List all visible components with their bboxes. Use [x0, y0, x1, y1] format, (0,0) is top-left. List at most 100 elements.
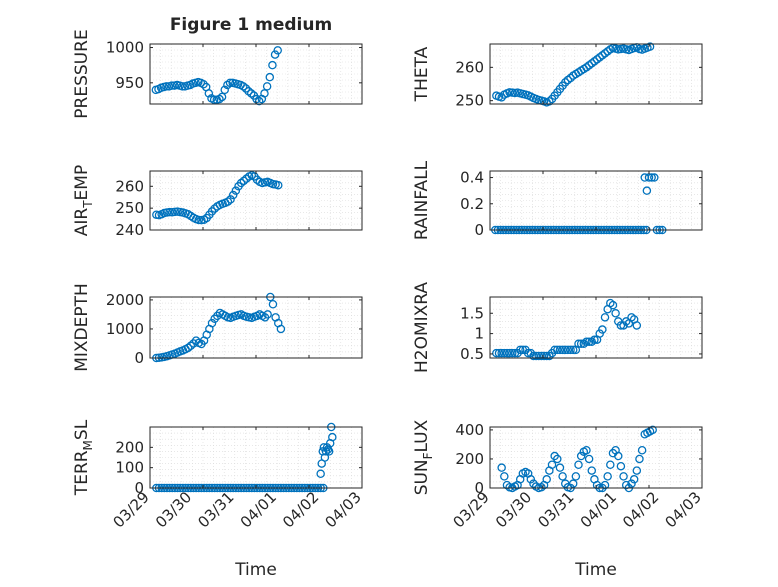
data-point: [167, 81, 176, 90]
data-point: [276, 324, 286, 334]
data-point: [606, 460, 615, 470]
data-point: [534, 351, 544, 361]
grid-theta: [490, 44, 702, 104]
data-point: [608, 300, 618, 310]
data-point: [241, 84, 251, 93]
series-air_temp: [152, 171, 283, 225]
data-point: [217, 92, 227, 102]
subplot-air_temp: 240 250 260 AIRTEMP: [72, 165, 363, 239]
data-point: [231, 186, 241, 195]
data-point: [584, 337, 594, 346]
data-point: [568, 345, 578, 355]
data-point: [500, 472, 509, 481]
y-tick-label: 0: [474, 221, 484, 239]
y-axis-label: TERRMSL: [72, 419, 95, 496]
data-point: [260, 89, 269, 98]
data-point: [500, 348, 509, 358]
data-point: [555, 463, 565, 472]
data-point: [268, 60, 277, 70]
data-point: [561, 78, 570, 87]
y-tick-label: 0.5: [460, 345, 484, 363]
data-point: [574, 339, 583, 349]
series-pressure: [151, 46, 282, 106]
data-point: [268, 300, 278, 309]
data-point: [321, 447, 331, 456]
data-point: [529, 351, 538, 361]
data-point: [600, 313, 610, 322]
data-point: [539, 351, 549, 361]
data-point: [550, 345, 559, 355]
grid-terr_msl: [150, 427, 362, 488]
y-tick-label: 250: [455, 92, 484, 110]
subplot-h2omixra: 0.5 1 1.5 H2OMIXRA: [412, 282, 703, 373]
subplot-pressure: 950 1000 PRESSURE: [72, 29, 363, 119]
data-point: [183, 343, 193, 353]
data-point: [223, 80, 232, 90]
data-point: [558, 345, 567, 355]
data-point: [566, 73, 575, 83]
data-point: [328, 432, 337, 442]
y-tick-label: 1.5: [460, 304, 484, 322]
data-point: [642, 186, 652, 195]
data-point: [236, 178, 246, 188]
data-point: [558, 472, 567, 481]
data-point: [647, 173, 656, 182]
data-point: [319, 443, 329, 452]
data-point: [207, 318, 217, 328]
data-point: [632, 466, 642, 475]
data-point: [579, 339, 589, 349]
data-point: [223, 197, 233, 206]
data-point: [600, 480, 610, 490]
y-axis-label: MIXDEPTH: [72, 283, 92, 372]
data-point: [571, 472, 581, 481]
data-point: [274, 180, 283, 190]
data-point: [239, 176, 249, 186]
data-point: [505, 348, 514, 358]
data-point: [553, 345, 562, 355]
data-point: [545, 351, 554, 361]
data-point: [220, 85, 229, 95]
data-point: [252, 94, 261, 104]
data-point: [616, 321, 626, 330]
data-point: [587, 466, 597, 475]
y-tick-label: 0.4: [460, 169, 484, 187]
data-point: [635, 454, 644, 464]
data-point: [497, 348, 506, 358]
data-point: [194, 215, 204, 225]
data-point: [265, 72, 275, 82]
data-point: [632, 321, 642, 330]
data-point: [324, 447, 334, 456]
data-point: [244, 87, 253, 96]
data-point: [246, 89, 256, 98]
data-point: [584, 454, 594, 464]
data-point: [561, 345, 570, 355]
data-point: [320, 453, 330, 462]
data-point: [614, 451, 623, 461]
grid-rainfall: [490, 171, 702, 230]
data-point: [582, 445, 591, 455]
data-point: [170, 207, 180, 217]
y-tick-label: 1000: [106, 320, 144, 338]
x-axis-label: Time: [234, 560, 277, 580]
y-tick-label: 200: [455, 450, 484, 468]
data-point: [650, 173, 659, 182]
series-h2omixra: [492, 298, 642, 361]
y-tick-label: 0: [134, 479, 144, 497]
data-point: [537, 351, 546, 361]
data-point: [611, 309, 620, 318]
data-point: [270, 50, 280, 59]
subplot-mixdepth: 0 1000 2000 MIXDEPTH: [72, 283, 363, 372]
data-point: [598, 325, 607, 334]
data-point: [273, 46, 282, 55]
data-point: [629, 475, 639, 484]
data-point: [603, 472, 612, 481]
data-point: [542, 475, 551, 484]
data-point: [627, 479, 636, 488]
data-point: [576, 339, 586, 349]
y-axis-label: PRESSURE: [72, 29, 92, 118]
data-point: [576, 451, 586, 461]
y-axis-label: H2OMIXRA: [412, 282, 432, 373]
